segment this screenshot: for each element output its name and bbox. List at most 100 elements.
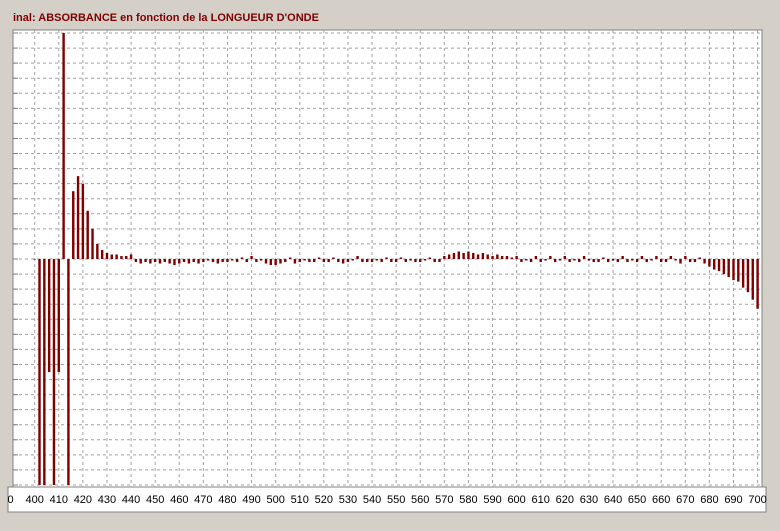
bar	[394, 259, 398, 263]
bar	[616, 259, 620, 263]
bar	[370, 259, 374, 263]
bar	[47, 259, 51, 372]
bar	[206, 259, 210, 261]
x-tick-label: 670	[676, 494, 694, 506]
bar	[525, 259, 528, 261]
bar	[33, 259, 36, 260]
bar	[698, 257, 701, 259]
bar	[741, 259, 745, 288]
x-tick-label: 400	[26, 494, 44, 506]
bar	[664, 259, 668, 263]
x-tick-label: 590	[483, 494, 501, 506]
bar	[447, 254, 451, 259]
bar	[158, 259, 162, 264]
bar	[356, 255, 359, 259]
bar	[481, 252, 485, 259]
bar	[486, 254, 489, 259]
bar	[659, 259, 663, 263]
bar	[428, 257, 432, 259]
bar	[621, 255, 624, 259]
bar	[153, 259, 157, 263]
bar	[713, 259, 716, 270]
bar	[645, 259, 648, 263]
x-tick-label: 530	[339, 494, 357, 506]
bar	[409, 259, 412, 261]
x-tick-label: 490	[242, 494, 260, 506]
bar	[443, 255, 446, 259]
bar	[703, 259, 706, 264]
bar	[67, 259, 70, 485]
bar	[178, 259, 181, 264]
bar	[96, 243, 99, 259]
x-tick-label: 700	[748, 494, 766, 506]
bar	[635, 259, 639, 263]
bar	[168, 259, 171, 264]
bar	[120, 255, 123, 259]
bar	[197, 259, 200, 264]
bar	[573, 259, 576, 261]
bar	[139, 259, 142, 264]
bar	[597, 259, 600, 263]
bars	[33, 33, 759, 485]
bar	[472, 252, 475, 259]
bar	[534, 255, 538, 259]
bar	[226, 259, 229, 263]
bar	[419, 259, 422, 263]
bar	[462, 252, 465, 259]
bar	[491, 255, 494, 259]
bar	[520, 259, 523, 263]
bar	[76, 176, 80, 259]
bar	[631, 259, 634, 261]
bar	[592, 259, 595, 263]
bar	[274, 259, 277, 266]
x-tick-label: 420	[74, 494, 92, 506]
bar	[144, 259, 147, 263]
bar	[303, 259, 306, 261]
bar	[255, 259, 258, 263]
grid	[13, 30, 762, 487]
bar	[650, 259, 653, 261]
bar	[496, 254, 499, 259]
bar	[433, 259, 436, 263]
bar	[250, 255, 253, 259]
x-tick-label: 620	[556, 494, 574, 506]
bar	[476, 254, 480, 259]
bar	[245, 259, 248, 263]
x-tick-label: 440	[122, 494, 140, 506]
bar	[452, 252, 456, 259]
bar	[129, 254, 133, 259]
x-tick-label: 0	[8, 494, 14, 506]
bar	[515, 255, 518, 259]
bar	[43, 259, 46, 485]
x-tick-label: 430	[98, 494, 116, 506]
bar	[423, 259, 427, 261]
x-axis-band	[7, 486, 767, 513]
bar	[149, 259, 152, 264]
x-tick-label: 480	[218, 494, 236, 506]
bar	[457, 251, 460, 259]
bar	[341, 259, 345, 264]
bar	[606, 259, 610, 263]
bar	[110, 254, 114, 259]
bar	[91, 228, 94, 259]
bar	[337, 259, 340, 263]
bar	[240, 257, 244, 259]
bar	[399, 257, 403, 259]
x-tick-label: 410	[50, 494, 68, 506]
bar	[611, 259, 615, 261]
bar	[125, 255, 128, 259]
bar	[539, 259, 542, 263]
x-tick-label: 510	[291, 494, 309, 506]
x-tick-label: 690	[724, 494, 742, 506]
bar	[38, 259, 41, 485]
x-tick-label: 450	[146, 494, 164, 506]
bar	[679, 259, 682, 264]
bar	[553, 259, 557, 263]
bar	[640, 255, 644, 259]
bar	[549, 255, 552, 259]
bar	[163, 259, 167, 263]
bar	[221, 259, 224, 263]
bar	[313, 259, 316, 263]
